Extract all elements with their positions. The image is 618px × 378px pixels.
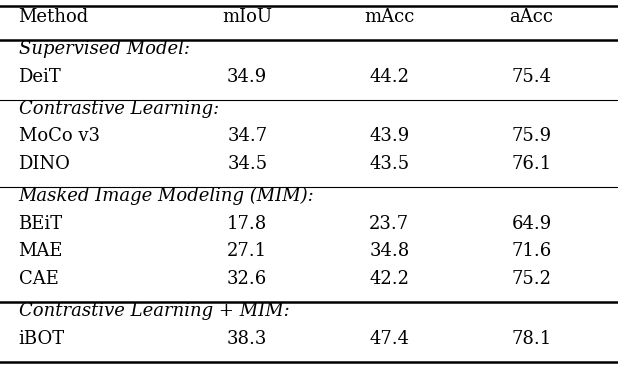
Text: DINO: DINO	[19, 155, 70, 173]
Text: BEiT: BEiT	[19, 215, 62, 233]
Text: Supervised Model:: Supervised Model:	[19, 40, 190, 58]
Text: 75.4: 75.4	[512, 68, 551, 86]
Text: Contrastive Learning + MIM:: Contrastive Learning + MIM:	[19, 302, 289, 320]
Text: 43.9: 43.9	[369, 127, 410, 146]
Text: 75.2: 75.2	[512, 270, 551, 288]
Text: iBOT: iBOT	[19, 330, 65, 348]
Text: 42.2: 42.2	[370, 270, 409, 288]
Text: 64.9: 64.9	[511, 215, 552, 233]
Text: CAE: CAE	[19, 270, 59, 288]
Text: 38.3: 38.3	[227, 330, 268, 348]
Text: 34.9: 34.9	[227, 68, 268, 86]
Text: 34.5: 34.5	[227, 155, 267, 173]
Text: Contrastive Learning:: Contrastive Learning:	[19, 100, 219, 118]
Text: 78.1: 78.1	[511, 330, 552, 348]
Text: MoCo v3: MoCo v3	[19, 127, 99, 146]
Text: MAE: MAE	[19, 242, 63, 260]
Text: 44.2: 44.2	[370, 68, 409, 86]
Text: 43.5: 43.5	[370, 155, 409, 173]
Text: 23.7: 23.7	[370, 215, 409, 233]
Text: mAcc: mAcc	[364, 8, 415, 26]
Text: Method: Method	[19, 8, 89, 26]
Text: 32.6: 32.6	[227, 270, 268, 288]
Text: DeiT: DeiT	[19, 68, 61, 86]
Text: 75.9: 75.9	[512, 127, 551, 146]
Text: 34.8: 34.8	[369, 242, 410, 260]
Text: 76.1: 76.1	[511, 155, 552, 173]
Text: Masked Image Modeling (MIM):: Masked Image Modeling (MIM):	[19, 187, 315, 205]
Text: mIoU: mIoU	[222, 8, 273, 26]
Text: 47.4: 47.4	[370, 330, 409, 348]
Text: 71.6: 71.6	[511, 242, 552, 260]
Text: 27.1: 27.1	[227, 242, 267, 260]
Text: 34.7: 34.7	[227, 127, 267, 146]
Text: aAcc: aAcc	[509, 8, 554, 26]
Text: 17.8: 17.8	[227, 215, 268, 233]
